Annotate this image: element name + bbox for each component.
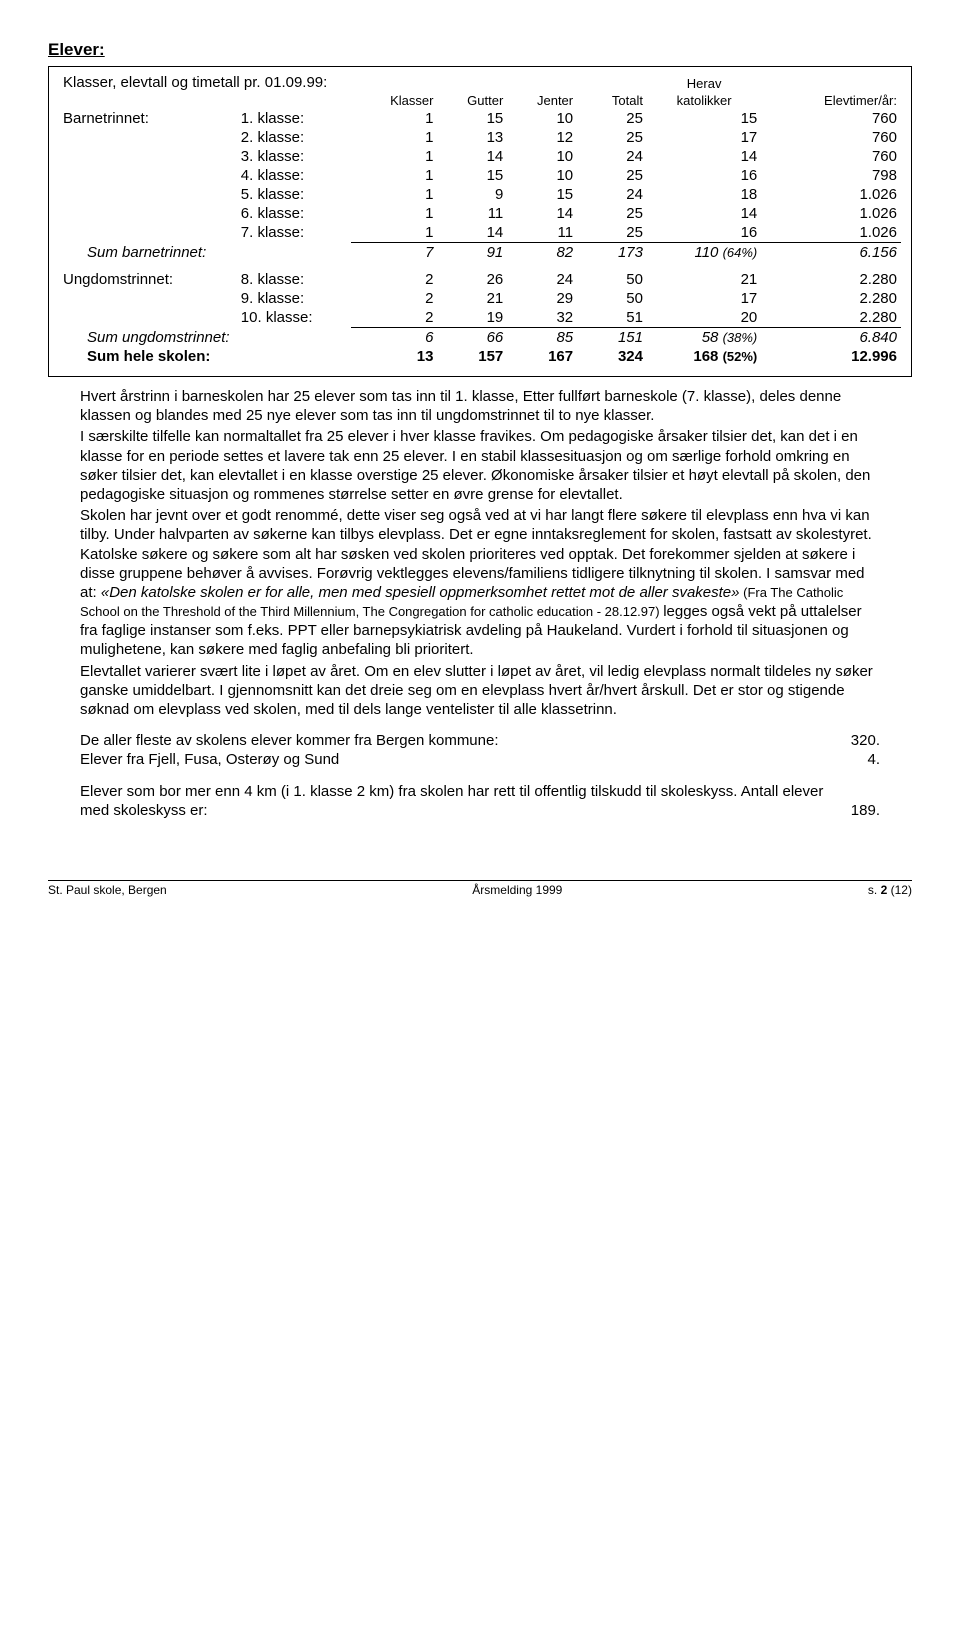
para-1a: Hvert årstrinn i barneskolen har 25 elev… xyxy=(80,387,880,425)
sum-barnetrinnet-row: Sum barnetrinnet: 7 91 82 173 110 (64%) … xyxy=(59,243,901,263)
col-katolikker: katolikker xyxy=(647,92,761,109)
table-row: 5. klasse:191524181.026 xyxy=(59,185,901,204)
ungdomstrinnet-label: Ungdomstrinnet: xyxy=(59,270,237,289)
table-row: 4. klasse:115102516798 xyxy=(59,166,901,185)
para-1b: I særskilte tilfelle kan normaltallet fr… xyxy=(80,427,880,504)
col-klasser: Klasser xyxy=(351,92,437,109)
para-1c: Skolen har jevnt over et godt renommé, d… xyxy=(80,506,880,660)
table-row: 7. klasse:1141125161.026 xyxy=(59,223,901,243)
body-text: Hvert årstrinn i barneskolen har 25 elev… xyxy=(80,387,880,820)
table-row: 10. klasse:2193251202.280 xyxy=(59,308,901,328)
sum-ungdom-row: Sum ungdomstrinnet: 6 66 85 151 58 (38%)… xyxy=(59,328,901,348)
table-row: 3. klasse:114102414760 xyxy=(59,147,901,166)
table-row: 6. klasse:1111425141.026 xyxy=(59,204,901,223)
table-row: Barnetrinnet:1. klasse:115102515760 xyxy=(59,109,901,128)
col-elevtimer: Elevtimer/år: xyxy=(761,92,901,109)
col-herav: Herav xyxy=(647,73,761,92)
col-totalt: Totalt xyxy=(577,92,647,109)
footer: St. Paul skole, Bergen Årsmelding 1999 s… xyxy=(48,880,912,897)
col-jenter: Jenter xyxy=(507,92,577,109)
para-3: Elever som bor mer enn 4 km (i 1. klasse… xyxy=(80,782,880,820)
section-heading: Elever: xyxy=(48,40,912,60)
table-title: Klasser, elevtall og timetall pr. 01.09.… xyxy=(59,73,577,92)
class-table: Klasser, elevtall og timetall pr. 01.09.… xyxy=(59,73,901,366)
footer-right: s. 2 (12) xyxy=(868,883,912,897)
col-gutter: Gutter xyxy=(437,92,507,109)
footer-center: Årsmelding 1999 xyxy=(472,883,562,897)
sum-total-row: Sum hele skolen: 13 157 167 324 168 (52%… xyxy=(59,347,901,366)
para-1d: Elevtallet varierer svært lite i løpet a… xyxy=(80,662,880,720)
table-row: 9. klasse:2212950172.280 xyxy=(59,289,901,308)
footer-left: St. Paul skole, Bergen xyxy=(48,883,167,897)
barnetrinnet-label: Barnetrinnet: xyxy=(59,109,237,128)
table-box: Klasser, elevtall og timetall pr. 01.09.… xyxy=(48,66,912,377)
table-row: 2. klasse:113122517760 xyxy=(59,128,901,147)
table-row: Ungdomstrinnet:8. klasse:2262450212.280 xyxy=(59,270,901,289)
para-2: De aller fleste av skolens elever kommer… xyxy=(80,731,880,769)
